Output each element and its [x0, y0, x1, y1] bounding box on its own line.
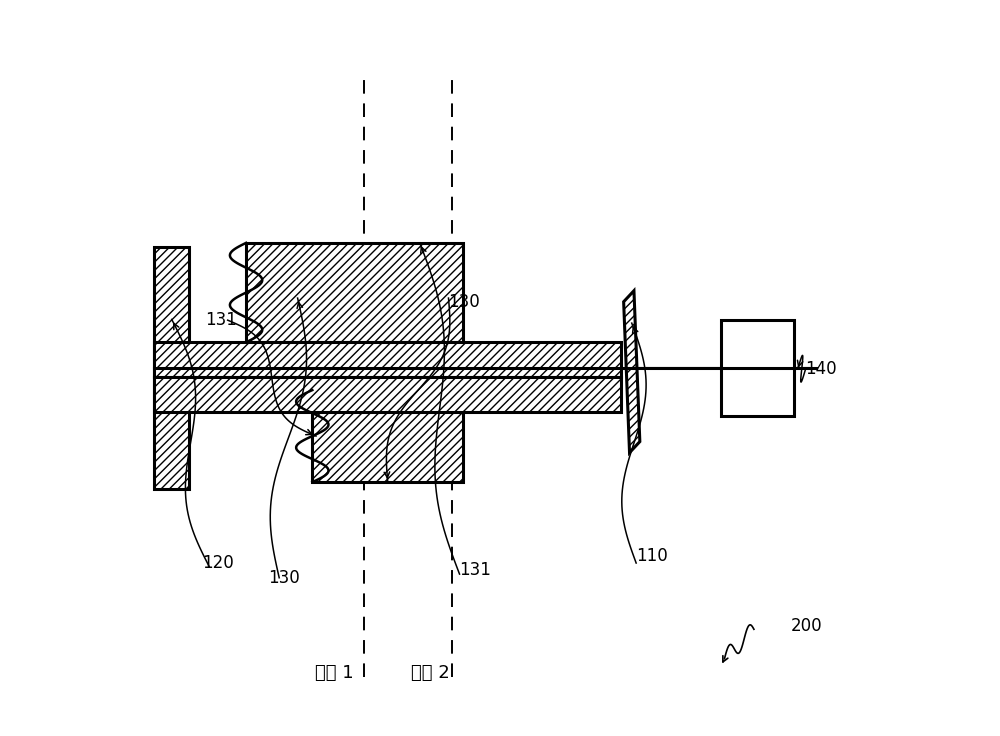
Bar	[154, 377, 621, 412]
Text: 120: 120	[202, 554, 234, 572]
Text: 131: 131	[206, 311, 237, 329]
Bar	[246, 243, 463, 342]
Text: 140: 140	[805, 361, 837, 378]
Polygon shape	[624, 291, 640, 453]
Bar	[154, 342, 621, 377]
Text: 130: 130	[448, 293, 480, 311]
Bar	[721, 320, 794, 416]
Text: 130: 130	[268, 569, 300, 587]
Bar	[154, 247, 189, 489]
Text: 110: 110	[636, 547, 668, 565]
Text: 中心 2: 中心 2	[411, 665, 449, 682]
Text: 200: 200	[791, 617, 822, 634]
Bar	[312, 390, 463, 482]
Text: 中心 1: 中心 1	[315, 665, 354, 682]
Text: 131: 131	[460, 562, 491, 579]
